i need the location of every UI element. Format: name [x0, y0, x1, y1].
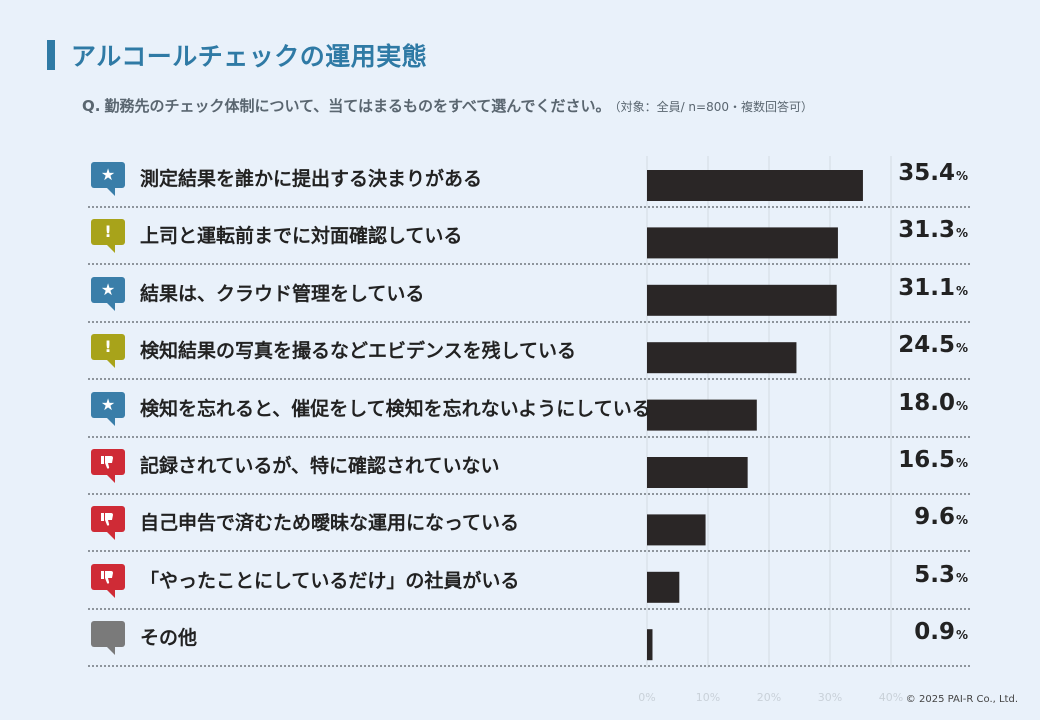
bar: [647, 399, 757, 431]
bar: [647, 629, 653, 661]
question-note: （対象：全員/ n=800・複数回答可）: [614, 100, 813, 114]
data-label-unit: %: [955, 570, 968, 585]
copyright: © 2025 PAI-R Co., Ltd.: [905, 694, 1018, 705]
star-icon-glyph: ★: [100, 279, 116, 299]
category-label: 測定結果を誰かに提出する決まりがある: [140, 168, 483, 190]
row-divider: [88, 263, 970, 266]
data-label: 18.0%: [898, 390, 968, 416]
category-label: 検知を忘れると、催促をして検知を忘れないようにしている: [140, 397, 651, 420]
page-title: アルコールチェックの運用実態: [71, 42, 428, 71]
thumbs-down-icon-glyph: [91, 506, 125, 532]
chart-row: ! 上司と運転前までに対面確認している 31.3%: [88, 207, 970, 266]
star-icon: ★: [91, 276, 125, 311]
data-label-unit: %: [955, 628, 968, 643]
tick-label: 20%: [757, 691, 781, 704]
speech-bubble-icon: [91, 621, 125, 656]
chart-row: その他 0.9%: [88, 609, 970, 668]
star-icon-glyph: ★: [100, 165, 116, 184]
category-label: 結果は、クラウド管理をしている: [140, 282, 425, 305]
exclamation-icon: !: [91, 334, 125, 369]
chart-row: 記録されているが、特に確認されていない 16.5%: [88, 437, 970, 495]
star-icon-glyph: ★: [100, 394, 116, 414]
data-label-unit: %: [955, 226, 968, 241]
data-label-unit: %: [955, 169, 968, 183]
row-divider: [88, 607, 970, 610]
data-label-number: 0.9: [914, 619, 955, 646]
chart-row: ★ 検知を忘れると、催促をして検知を忘れないようにしている 18.0%: [88, 380, 970, 438]
data-label: 0.9%: [914, 619, 968, 645]
data-label: 31.3%: [898, 217, 968, 243]
title-accent-bar: [47, 40, 55, 70]
thumbs-down-icon-glyph: [91, 449, 125, 475]
star-icon: ★: [91, 391, 125, 426]
bar: [647, 514, 706, 546]
question-prefix: Q.: [82, 97, 101, 115]
tick-label: 30%: [818, 691, 842, 704]
category-label: 上司と運転前までに対面確認している: [140, 225, 463, 248]
chart-row: ★ 測定結果を誰かに提出する決まりがある 35.4%: [88, 150, 970, 208]
tick-label: 10%: [696, 691, 720, 704]
row-divider: [88, 435, 970, 438]
row-divider: [88, 378, 970, 381]
bar: [647, 571, 680, 603]
data-label-number: 31.1: [898, 274, 955, 301]
data-label: 9.6%: [914, 504, 968, 530]
bar: [647, 227, 838, 259]
bar: [647, 170, 863, 201]
data-label-number: 18.0: [898, 389, 955, 416]
category-label: 「やったことにしているだけ」の社員がいる: [140, 569, 520, 592]
thumbs-down-icon: [91, 506, 125, 541]
bar: [647, 342, 797, 374]
data-label-number: 35.4: [898, 160, 955, 186]
star-icon: ★: [91, 162, 125, 196]
chart-row: ★ 結果は、クラウド管理をしている 31.1%: [88, 265, 970, 323]
thumbs-down-icon: [91, 449, 125, 483]
category-label: 検知結果の写真を撮るなどエビデンスを残している: [140, 340, 577, 363]
data-label-number: 31.3: [898, 217, 955, 244]
row-divider: [88, 206, 970, 208]
category-label: 自己申告で済むため曖昧な運用になっている: [140, 512, 520, 535]
data-label-number: 5.3: [914, 561, 955, 588]
data-label: 5.3%: [914, 562, 968, 588]
question: Q. 勤務先のチェック体制について、当てはまるものをすべて選んでください。 （対象：…: [82, 95, 813, 116]
data-label-number: 9.6: [914, 504, 955, 531]
data-label: 35.4%: [898, 160, 968, 186]
data-label: 31.1%: [898, 275, 968, 301]
category-label: その他: [140, 627, 198, 650]
data-label-unit: %: [955, 513, 968, 528]
bar: [647, 284, 837, 316]
chart-row: 「やったことにしているだけ」の社員がいる 5.3%: [88, 552, 970, 610]
row-divider: [88, 550, 970, 553]
data-label-number: 24.5: [898, 332, 955, 359]
title-block: アルコールチェックの運用実態: [47, 38, 427, 72]
data-label: 16.5%: [898, 447, 968, 473]
data-label-number: 16.5: [898, 447, 955, 473]
row-divider: [88, 665, 970, 668]
category-label: 記録されているが、特に確認されていない: [140, 455, 500, 477]
thumbs-down-icon-glyph: [91, 564, 125, 590]
data-label-unit: %: [955, 341, 968, 356]
row-divider: [88, 320, 970, 323]
question-text: 勤務先のチェック体制について、当てはまるものをすべて選んでください。: [104, 97, 611, 115]
exclamation-icon-glyph: !: [104, 222, 112, 242]
speech-bubble-icon-glyph: [91, 621, 125, 647]
data-label-unit: %: [955, 283, 968, 298]
tick-label: 40%: [879, 691, 903, 704]
chart-row: ! 検知結果の写真を撮るなどエビデンスを残している 24.5%: [88, 322, 970, 381]
bar: [647, 457, 748, 488]
exclamation-icon-glyph: !: [104, 337, 112, 357]
row-divider: [88, 493, 970, 495]
chart-row: 自己申告で済むため曖昧な運用になっている 9.6%: [88, 494, 970, 553]
exclamation-icon: !: [91, 219, 125, 254]
thumbs-down-icon: [91, 563, 125, 598]
data-label: 24.5%: [898, 332, 968, 358]
tick-label: 0%: [638, 691, 655, 704]
data-label-unit: %: [955, 398, 968, 413]
data-label-unit: %: [955, 456, 968, 470]
